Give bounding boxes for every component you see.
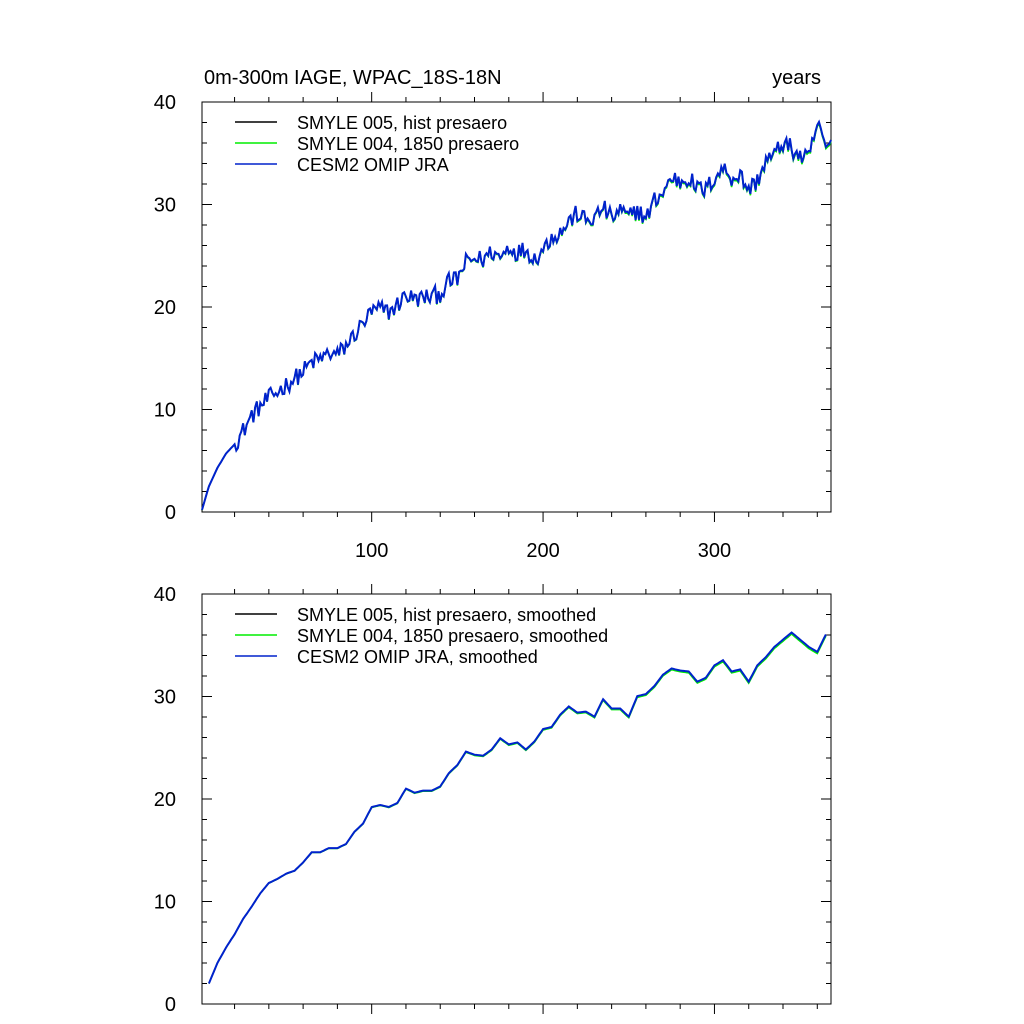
x-tick-label: 300 — [698, 540, 731, 562]
series-line-2 — [208, 633, 827, 984]
x-tick-label: 200 — [526, 540, 559, 562]
panel-top: 0 10 20 30 40 100 200 300 0m-300m IAGE, WPAC_18S… — [154, 67, 832, 562]
y-tick-label: 10 — [154, 892, 176, 914]
legend-label: SMYLE 004, 1850 presaero — [297, 134, 519, 154]
units-label: years — [772, 67, 821, 89]
y-tick-label: 40 — [154, 92, 176, 114]
panel-bottom: 0 10 20 30 40 SMYLE 005, hist presaero, smoot… — [154, 584, 832, 1016]
legend-label: CESM2 OMIP JRA, smoothed — [297, 647, 538, 667]
y-tick-label: 10 — [154, 400, 176, 422]
chart-title: 0m-300m IAGE, WPAC_18S-18N — [204, 67, 502, 89]
y-tick-label: 20 — [154, 297, 176, 319]
y-tick-label: 0 — [165, 502, 176, 524]
legend-label: SMYLE 004, 1850 presaero, smoothed — [297, 626, 608, 646]
y-tick-label: 30 — [154, 687, 176, 709]
x-tick-label: 100 — [355, 540, 388, 562]
series-line-3 — [207, 631, 827, 984]
legend-label: SMYLE 005, hist presaero, smoothed — [297, 605, 596, 625]
legend-label: CESM2 OMIP JRA — [297, 155, 449, 175]
y-tick-label: 40 — [154, 584, 176, 606]
series-line-2 — [201, 121, 832, 511]
series-line-1 — [208, 632, 827, 984]
series-line-3 — [201, 119, 832, 511]
y-tick-label: 20 — [154, 789, 176, 811]
y-tick-label: 30 — [154, 195, 176, 217]
y-tick-label: 0 — [165, 994, 176, 1016]
legend-label: SMYLE 005, hist presaero — [297, 113, 507, 133]
